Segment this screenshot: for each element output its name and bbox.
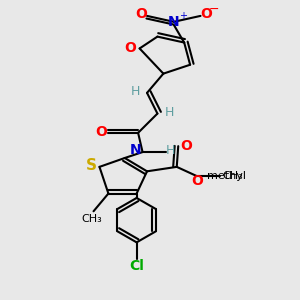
Text: S: S	[85, 158, 97, 173]
Text: O: O	[95, 124, 107, 139]
Text: O: O	[200, 7, 212, 20]
Text: O: O	[192, 174, 203, 188]
Text: H: H	[166, 144, 176, 158]
Text: O: O	[181, 139, 193, 153]
Text: N: N	[168, 15, 180, 29]
Text: H: H	[130, 85, 140, 98]
Text: Cl: Cl	[129, 259, 144, 273]
Text: O: O	[125, 41, 136, 56]
Text: N: N	[130, 143, 142, 157]
Text: +: +	[179, 11, 187, 21]
Text: −: −	[209, 3, 219, 16]
Text: methyl: methyl	[207, 171, 246, 181]
Text: H: H	[165, 106, 174, 118]
Text: CH₃: CH₃	[222, 171, 243, 181]
Text: O: O	[135, 7, 147, 20]
Text: CH₃: CH₃	[82, 214, 102, 224]
